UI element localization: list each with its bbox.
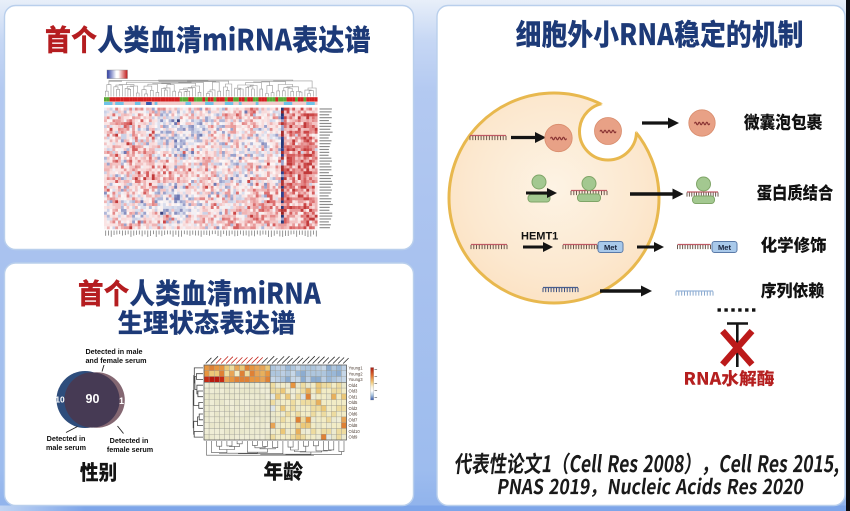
svg-text:Old5: Old5 [349, 400, 359, 405]
svg-text:Detected in: Detected in [110, 436, 149, 445]
svg-text:Old2: Old2 [349, 406, 359, 411]
svg-text:Old10: Old10 [349, 429, 361, 434]
svg-text:Old8: Old8 [349, 423, 359, 428]
svg-text:Detected in: Detected in [47, 434, 86, 443]
svg-text:90: 90 [86, 392, 100, 406]
svg-text:Old9: Old9 [349, 435, 359, 440]
svg-text:Detected in male: Detected in male [85, 347, 142, 356]
svg-text:Young1: Young1 [349, 366, 364, 371]
svg-text:Young2: Young2 [349, 371, 364, 376]
svg-text:HEMT1: HEMT1 [521, 231, 558, 243]
svg-text:Old4: Old4 [349, 383, 359, 388]
svg-text:Old3: Old3 [349, 389, 359, 394]
svg-text:Old6: Old6 [349, 412, 359, 417]
svg-text:and female serum: and female serum [85, 356, 146, 365]
svg-text:Old1: Old1 [349, 394, 359, 399]
svg-text:1: 1 [119, 396, 124, 406]
svg-text:Met: Met [718, 243, 732, 252]
svg-text:10: 10 [55, 395, 65, 405]
svg-text:female serum: female serum [107, 445, 153, 454]
svg-text:Met: Met [604, 243, 618, 252]
svg-text:Old7: Old7 [349, 417, 359, 422]
svg-text:male serum: male serum [46, 443, 86, 452]
svg-text:Young3: Young3 [349, 377, 364, 382]
